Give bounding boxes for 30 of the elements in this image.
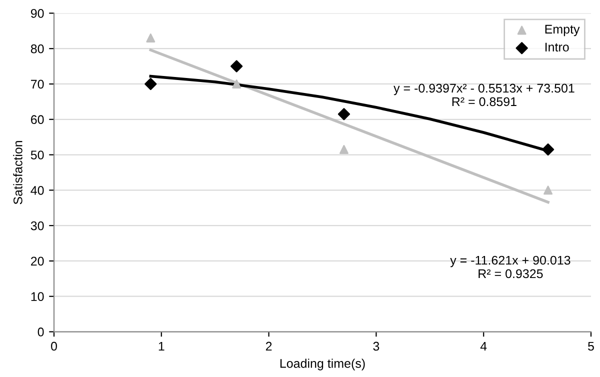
y-tick-label: 20: [31, 256, 44, 266]
x-tick-label: 2: [266, 342, 272, 351]
annotation: y = -0.9397x² - 0.5513x + 73.501 R² = 0.8591: [394, 84, 574, 106]
y-tick-label: 0: [38, 328, 44, 336]
x-tick-label: 1: [158, 342, 164, 351]
point: [230, 60, 243, 72]
x-tick-label: 4: [480, 342, 487, 351]
y-tick-label: 80: [30, 44, 44, 54]
x-tick-label: 0: [51, 342, 57, 351]
y-tick-label: 70: [31, 80, 44, 89]
x-axis-title: Loading time(s): [280, 358, 365, 370]
point: [544, 186, 553, 195]
legend-label: Intro: [545, 42, 569, 52]
y-tick-label: 60: [31, 115, 44, 124]
point: [144, 78, 157, 90]
y-tick-label: 50: [30, 150, 44, 160]
point: [339, 144, 348, 154]
y-tick-label: 10: [31, 292, 44, 302]
legend-label: Empty: [545, 24, 580, 36]
x-tick-label: 5: [588, 342, 594, 351]
point: [542, 143, 554, 156]
annotation: y = -11.621x + 90.013 R² = 0.9325: [450, 256, 570, 278]
point: [338, 108, 350, 120]
y-axis-title: Satisfaction: [13, 140, 22, 204]
y-tick-label: 30: [30, 221, 44, 230]
y-tick-label: 90: [30, 8, 44, 18]
x-tick-label: 3: [373, 342, 380, 351]
point: [146, 33, 156, 42]
point: [232, 79, 242, 88]
y-tick-label: 40: [30, 186, 44, 195]
